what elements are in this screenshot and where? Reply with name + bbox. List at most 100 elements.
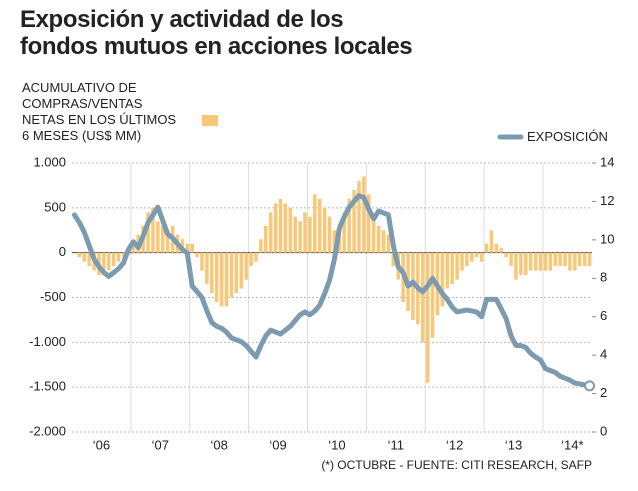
- bar: [357, 180, 361, 253]
- bar: [376, 225, 381, 253]
- bar: [489, 230, 494, 253]
- y2-tick-label: 10: [600, 231, 614, 246]
- y2-tick-label: 4: [600, 347, 607, 362]
- legend-label: EXPOSICIÓN: [527, 129, 608, 144]
- bar: [450, 252, 454, 285]
- bar: [514, 252, 518, 280]
- bar: [548, 252, 553, 271]
- bar: [229, 252, 234, 298]
- bar: [391, 252, 396, 267]
- bar: [563, 252, 567, 267]
- bar: [205, 252, 209, 285]
- bar: [577, 252, 582, 267]
- y2-tick-label: 2: [600, 385, 607, 400]
- bar: [573, 252, 577, 271]
- y-tick-label: -500: [40, 289, 66, 304]
- bar: [288, 207, 293, 253]
- bar: [474, 252, 479, 258]
- bar: [479, 252, 484, 262]
- bar: [298, 221, 302, 253]
- bar: [303, 212, 307, 253]
- x-tick-label: ‘06: [93, 437, 110, 452]
- legend-swatch: [202, 115, 218, 126]
- y-tick-label: -2.000: [29, 423, 66, 438]
- bar: [322, 207, 327, 253]
- bar: [131, 243, 136, 253]
- bar: [509, 252, 513, 267]
- bar: [411, 252, 415, 320]
- bar: [264, 225, 268, 253]
- bar: [146, 212, 150, 253]
- bar: [293, 216, 297, 253]
- bar: [381, 230, 386, 253]
- bar: [214, 252, 219, 302]
- bar: [185, 243, 190, 253]
- bar: [558, 252, 562, 267]
- bar: [347, 198, 351, 253]
- y2-tick-label: 0: [600, 423, 607, 438]
- bar: [224, 252, 229, 307]
- bar: [445, 252, 450, 289]
- bar: [151, 207, 155, 253]
- bar: [195, 252, 199, 258]
- x-tick-label: ‘14*: [561, 437, 583, 452]
- bar: [425, 252, 430, 383]
- bar: [494, 243, 499, 253]
- bar: [239, 252, 244, 289]
- bar: [553, 252, 557, 267]
- bar: [440, 252, 445, 307]
- bar: [308, 216, 312, 253]
- x-tick-label: ‘08: [210, 437, 227, 452]
- bar: [283, 203, 288, 253]
- y2-tick-label: 14: [600, 154, 614, 169]
- bar: [352, 189, 356, 253]
- bar: [278, 198, 283, 253]
- chart-title: Exposición y actividad de los fondos mut…: [20, 6, 413, 60]
- bar: [362, 176, 366, 253]
- bar: [519, 252, 523, 276]
- x-tick-label: ‘12: [446, 437, 463, 452]
- bar: [484, 243, 489, 253]
- bar: [111, 252, 116, 267]
- bar: [430, 252, 435, 338]
- source-note: (*) OCTUBRE - FUENTE: CITI RESEARCH, SAF…: [321, 458, 592, 472]
- bar: [582, 252, 587, 267]
- bar: [470, 252, 474, 262]
- y-tick-label: 500: [44, 199, 66, 214]
- x-tick-label: ‘07: [152, 437, 169, 452]
- bar: [499, 248, 504, 253]
- x-tick-label: ‘13: [505, 437, 522, 452]
- bar: [156, 221, 160, 253]
- bar: [455, 252, 459, 280]
- bar: [102, 252, 106, 271]
- bar: [210, 252, 214, 294]
- bar: [160, 225, 165, 253]
- bar: [273, 203, 278, 253]
- line-end-marker: [584, 380, 596, 392]
- bar: [568, 252, 572, 271]
- bar: [77, 252, 82, 258]
- bar: [259, 239, 263, 253]
- bar: [371, 216, 376, 253]
- bar: [165, 230, 170, 253]
- bar: [543, 252, 548, 271]
- bar: [82, 252, 87, 262]
- bar: [87, 252, 91, 267]
- bar: [317, 198, 322, 253]
- bar: [268, 212, 273, 253]
- bar: [538, 252, 543, 271]
- bar: [116, 252, 121, 262]
- y2-tick-label: 6: [600, 308, 607, 323]
- bar: [244, 252, 248, 280]
- bar: [587, 252, 592, 267]
- line: [71, 193, 593, 389]
- x-tick-label: ‘09: [269, 437, 286, 452]
- bar: [465, 252, 469, 267]
- bar: [249, 252, 253, 267]
- y-tick-label: 0: [59, 244, 66, 259]
- bar: [219, 252, 224, 307]
- bar: [460, 252, 464, 271]
- x-tick-label: ‘11: [388, 437, 404, 452]
- y2-tick-label: 12: [600, 193, 614, 208]
